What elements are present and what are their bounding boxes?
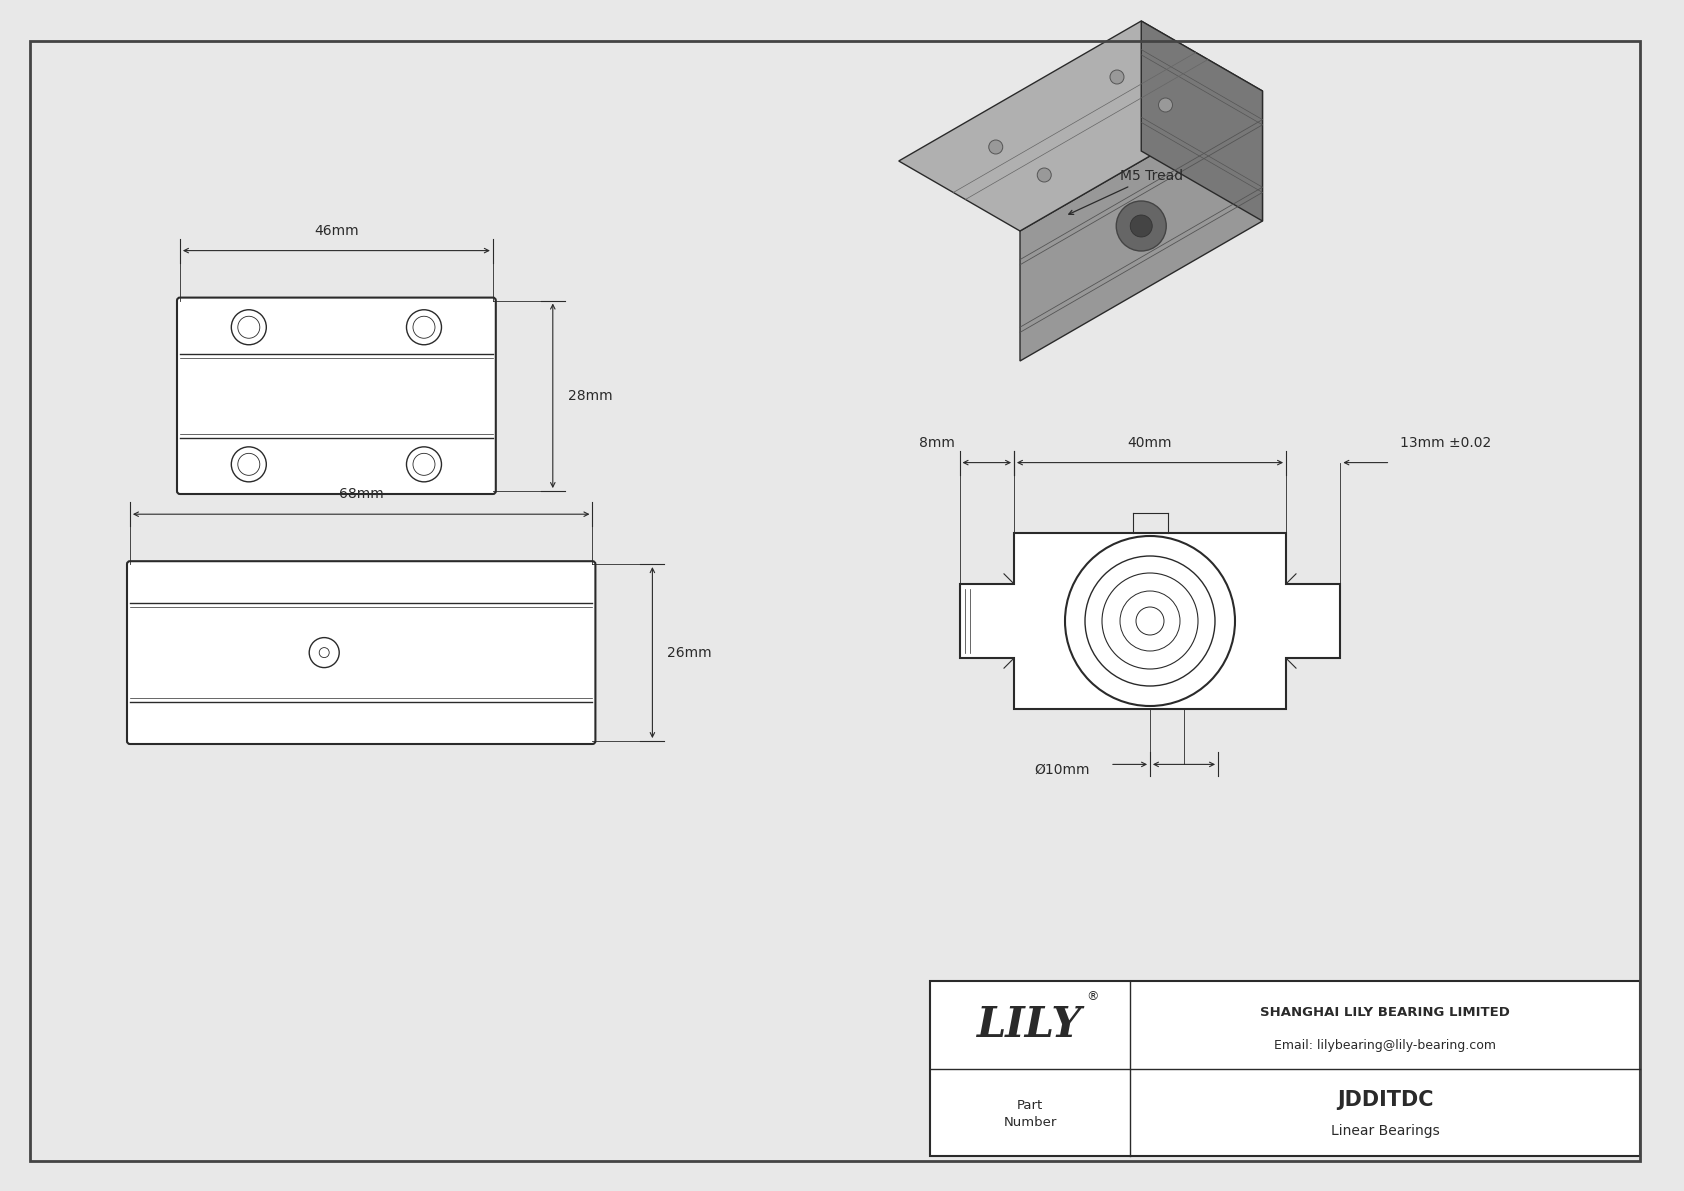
Text: 28mm: 28mm: [568, 388, 613, 403]
Circle shape: [310, 637, 338, 668]
Bar: [930, 981, 1640, 1156]
Circle shape: [237, 454, 259, 475]
Circle shape: [1159, 98, 1172, 112]
Text: 8mm: 8mm: [919, 436, 955, 449]
Circle shape: [1110, 70, 1123, 85]
Circle shape: [406, 447, 441, 482]
Polygon shape: [1142, 21, 1263, 222]
Circle shape: [231, 447, 266, 482]
Text: 26mm: 26mm: [667, 646, 712, 660]
FancyBboxPatch shape: [177, 298, 495, 494]
Text: ®: ®: [1086, 990, 1100, 1003]
Ellipse shape: [1116, 201, 1167, 251]
Circle shape: [1137, 607, 1164, 635]
Circle shape: [231, 310, 266, 344]
Polygon shape: [899, 21, 1263, 231]
Text: Linear Bearings: Linear Bearings: [1330, 1124, 1440, 1139]
Circle shape: [320, 648, 328, 657]
Text: SHANGHAI LILY BEARING LIMITED: SHANGHAI LILY BEARING LIMITED: [1260, 1006, 1511, 1019]
Text: 68mm: 68mm: [338, 487, 384, 501]
Text: M5 Tread: M5 Tread: [1069, 169, 1184, 214]
Circle shape: [989, 141, 1002, 154]
Text: JDDITDC: JDDITDC: [1337, 1090, 1433, 1110]
Text: Part
Number: Part Number: [1004, 1099, 1056, 1129]
Text: 40mm: 40mm: [1128, 436, 1172, 449]
Polygon shape: [1021, 91, 1263, 361]
Text: LILY: LILY: [977, 1004, 1083, 1046]
Circle shape: [413, 317, 434, 338]
Text: 13mm ±0.02: 13mm ±0.02: [1401, 436, 1492, 449]
Text: Email: lilybearing@lily-bearing.com: Email: lilybearing@lily-bearing.com: [1275, 1040, 1495, 1053]
Circle shape: [406, 310, 441, 344]
Circle shape: [413, 454, 434, 475]
Ellipse shape: [1130, 216, 1152, 237]
Text: 46mm: 46mm: [315, 224, 359, 237]
Polygon shape: [960, 532, 1340, 710]
Circle shape: [237, 317, 259, 338]
FancyBboxPatch shape: [126, 561, 596, 744]
Circle shape: [1037, 168, 1051, 182]
Text: Ø10mm: Ø10mm: [1034, 762, 1090, 777]
